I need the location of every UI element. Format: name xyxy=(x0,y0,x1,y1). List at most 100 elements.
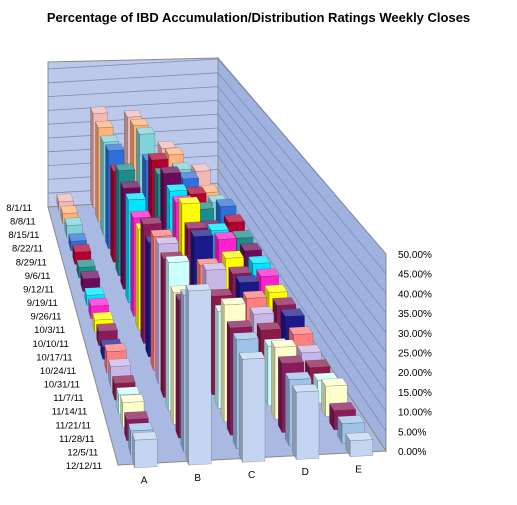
bar-top xyxy=(270,339,297,348)
bar-top xyxy=(120,180,141,189)
bar-top xyxy=(129,118,149,127)
bar-top xyxy=(242,290,267,299)
bar-top xyxy=(100,134,119,143)
series-axis-label: 8/8/11 xyxy=(10,217,36,228)
bar-top xyxy=(132,431,158,441)
bar xyxy=(296,390,320,460)
bar-side xyxy=(285,372,290,447)
bar-top xyxy=(84,286,105,296)
bar-top xyxy=(296,344,322,354)
series-axis-label: 10/31/11 xyxy=(44,380,80,391)
bar-top xyxy=(88,297,110,307)
x-category-label: B xyxy=(194,473,201,484)
bar-top xyxy=(304,359,331,369)
bar-side xyxy=(90,107,94,209)
bar-side xyxy=(155,237,159,385)
bar-top xyxy=(147,152,169,161)
series-axis-label: 10/10/11 xyxy=(33,339,69,350)
bar-side xyxy=(135,223,139,330)
bar-top xyxy=(214,231,237,240)
bar-top xyxy=(345,432,374,442)
y-tick-label: 30.00% xyxy=(398,329,432,340)
bar-top xyxy=(337,415,365,425)
bar-side xyxy=(180,289,184,452)
bar-top xyxy=(228,265,252,275)
y-tick-label: 50.00% xyxy=(398,250,432,261)
bar-top xyxy=(64,217,83,226)
bar-top xyxy=(90,106,108,114)
bar-side xyxy=(120,182,124,290)
bar-top xyxy=(72,243,92,253)
series-axis-label: 11/7/11 xyxy=(53,393,83,404)
bar-side xyxy=(292,384,297,460)
series-axis-label: 12/12/11 xyxy=(66,461,102,472)
series-axis-label: 12/5/11 xyxy=(67,447,98,458)
bar-top xyxy=(120,394,145,403)
y-tick-label: 35.00% xyxy=(398,309,432,320)
bar-side xyxy=(140,218,144,344)
bar-top xyxy=(96,322,118,332)
bar-side xyxy=(165,256,169,412)
bar-top xyxy=(60,205,79,215)
gridline xyxy=(47,72,387,274)
bar-side xyxy=(105,144,109,249)
bar-side xyxy=(100,135,104,236)
y-tick-label: 20.00% xyxy=(398,368,432,379)
series-axis-label: 8/22/11 xyxy=(12,244,43,255)
series-axis-label: 8/29/11 xyxy=(16,257,47,268)
bar-top xyxy=(320,377,348,387)
bar-top xyxy=(108,358,132,368)
bar-top xyxy=(160,166,182,174)
bar-top xyxy=(166,183,188,192)
y-tick-label: 10.00% xyxy=(398,408,432,419)
bar-top xyxy=(221,250,245,259)
bar-top xyxy=(256,322,282,331)
series-axis-label: 8/1/11 xyxy=(6,203,32,214)
bar-top xyxy=(56,193,74,203)
bar-side xyxy=(238,352,243,463)
bar-side xyxy=(150,230,154,371)
x-category-label: C xyxy=(248,470,255,481)
bar-top xyxy=(112,375,136,384)
bar-top xyxy=(123,109,143,118)
bar-side xyxy=(226,321,231,436)
bar-top xyxy=(92,311,114,321)
bar-top xyxy=(207,222,230,232)
bar-top xyxy=(124,411,149,420)
chart-title: Percentage of IBD Accumulation/Distribut… xyxy=(46,10,471,25)
bar-side xyxy=(160,252,164,398)
bar-side xyxy=(125,193,129,303)
gridline xyxy=(47,58,387,255)
bar-top xyxy=(249,306,275,315)
bar-top xyxy=(68,232,87,242)
bar-side xyxy=(175,293,179,439)
bar-side xyxy=(95,121,99,222)
x-category-label: D xyxy=(302,467,309,478)
x-category-label: E xyxy=(355,464,362,475)
series-axis-label: 11/28/11 xyxy=(59,434,95,445)
bar-top xyxy=(80,270,101,280)
bar-top xyxy=(105,143,125,152)
y-tick-label: 40.00% xyxy=(398,289,432,300)
y-tick-label: 15.00% xyxy=(398,388,432,399)
series-axis-label: 10/24/11 xyxy=(40,366,76,377)
bar-side xyxy=(220,298,225,422)
bar-top xyxy=(135,127,156,135)
series-axis-label: 9/6/11 xyxy=(25,271,51,282)
bar-top xyxy=(235,274,260,284)
bar-side xyxy=(232,333,237,449)
bar xyxy=(134,438,158,469)
bar-top xyxy=(95,120,114,129)
series-axis-label: 11/14/11 xyxy=(52,407,88,418)
series-axis-label: 9/26/11 xyxy=(30,312,61,323)
bar xyxy=(188,289,212,466)
bar-side xyxy=(130,211,134,317)
y-tick-label: 25.00% xyxy=(398,349,432,360)
bar-top xyxy=(284,371,312,381)
y-tick-label: 5.00% xyxy=(398,427,426,438)
series-axis-label: 10/17/11 xyxy=(36,352,72,363)
gridline xyxy=(47,86,387,294)
series-axis-label: 10/3/11 xyxy=(34,325,65,336)
